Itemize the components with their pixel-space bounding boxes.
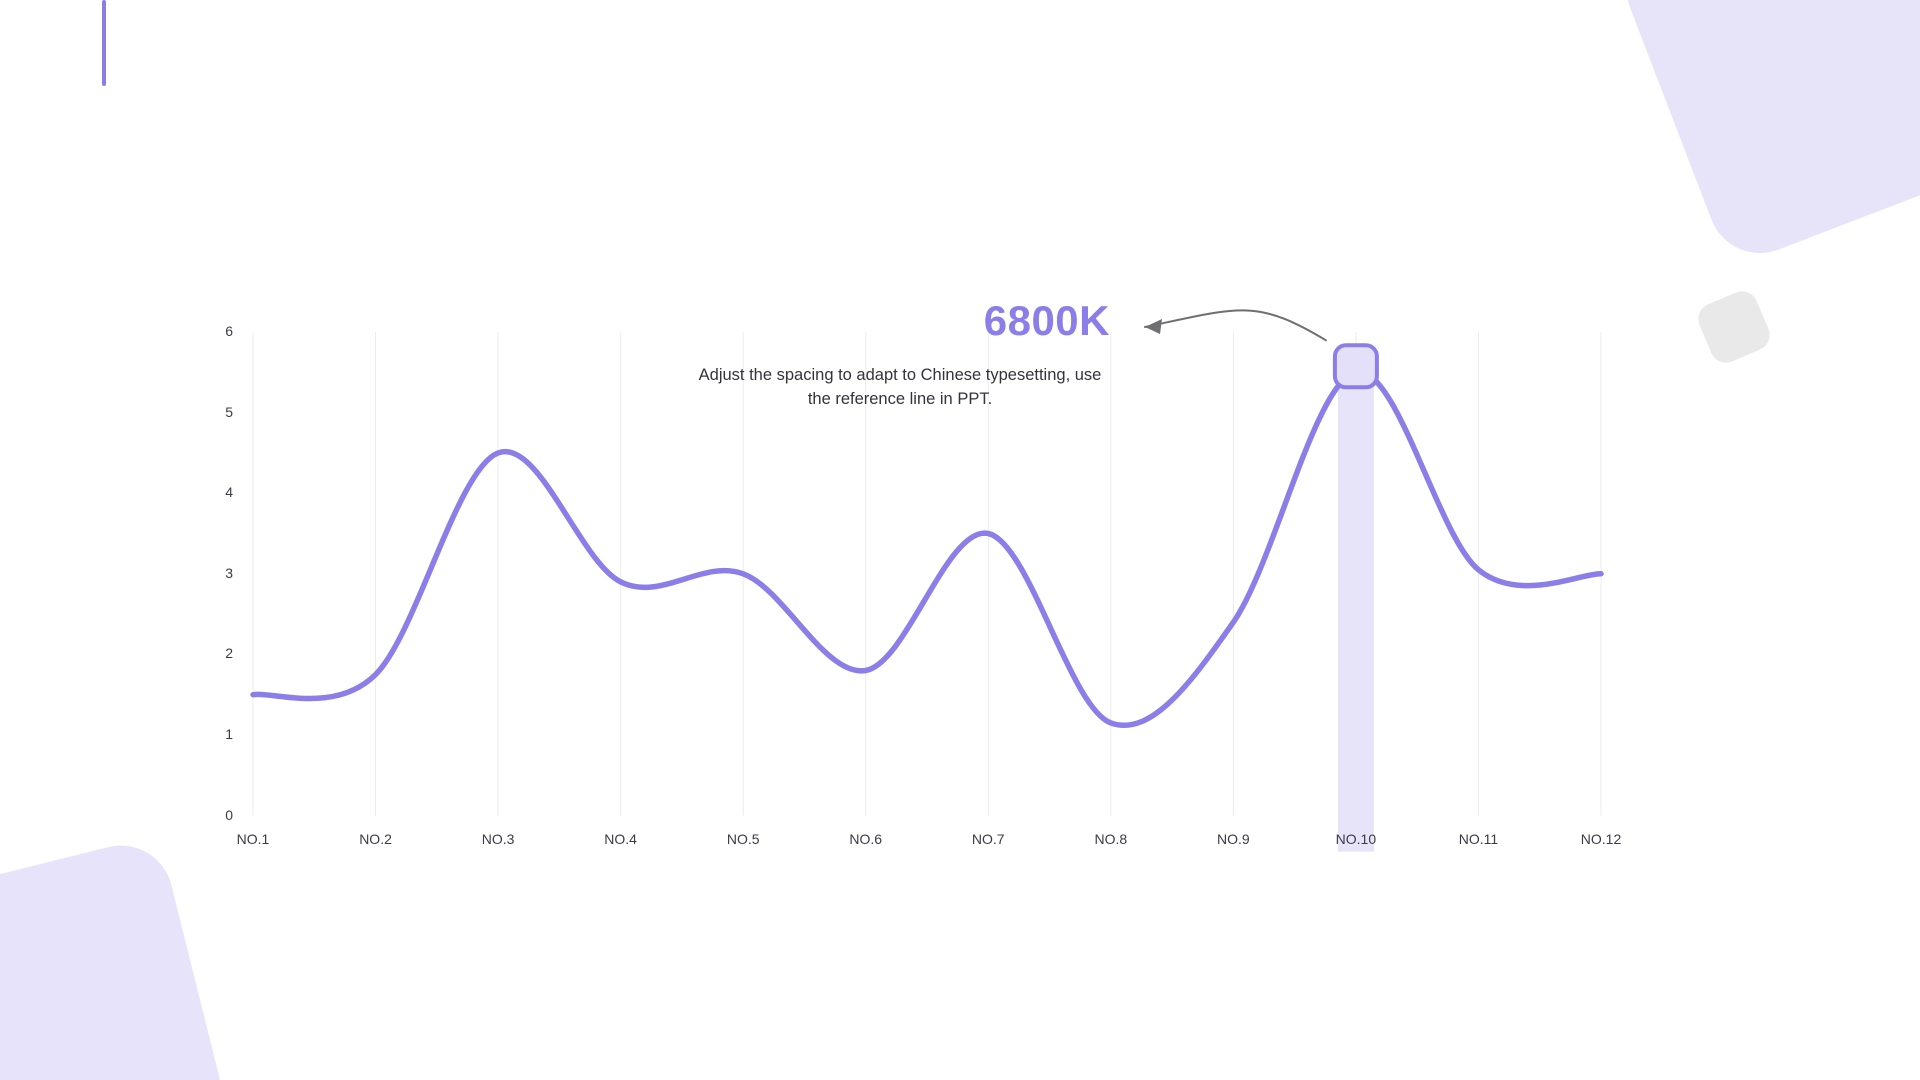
y-tick-label: 0: [225, 806, 233, 823]
x-tick-label: NO.3: [481, 830, 515, 847]
x-tick-label: NO.7: [971, 830, 1005, 847]
curved-arrow-icon: [1144, 309, 1327, 342]
x-tick-label: NO.6: [849, 830, 883, 847]
x-tick-label: NO.11: [1458, 830, 1499, 847]
x-tick-label: NO.9: [1217, 830, 1250, 847]
arrow-head-icon: [1145, 319, 1162, 334]
x-tick-label: NO.10: [1335, 830, 1377, 847]
x-tick-label: NO.2: [359, 830, 392, 847]
highlight-band: [1337, 358, 1374, 852]
x-tick-label: NO.8: [1094, 830, 1128, 847]
series-line: [250, 369, 1604, 728]
annotation-value: 6800K: [983, 297, 1110, 344]
y-tick-label: 5: [225, 403, 233, 420]
highlight-marker[interactable]: [1332, 343, 1379, 390]
y-tick-label: 2: [225, 645, 233, 662]
x-tick-label: NO.1: [236, 830, 270, 847]
x-tick-label: NO.12: [1580, 830, 1622, 847]
highlight-band-rect: [1337, 358, 1374, 852]
annotation-description: Adjust the spacing to adapt to Chinese t…: [698, 366, 1102, 408]
x-tick-label: NO.5: [726, 830, 760, 847]
y-tick-label: 1: [225, 726, 233, 742]
y-tick-label: 3: [225, 564, 233, 581]
x-tick-label: NO.4: [604, 830, 637, 847]
annotation-callout: 6800K Adjust the spacing to adapt to Chi…: [690, 300, 1110, 412]
y-tick-label: 4: [225, 484, 233, 501]
y-tick-label: 6: [225, 323, 233, 339]
